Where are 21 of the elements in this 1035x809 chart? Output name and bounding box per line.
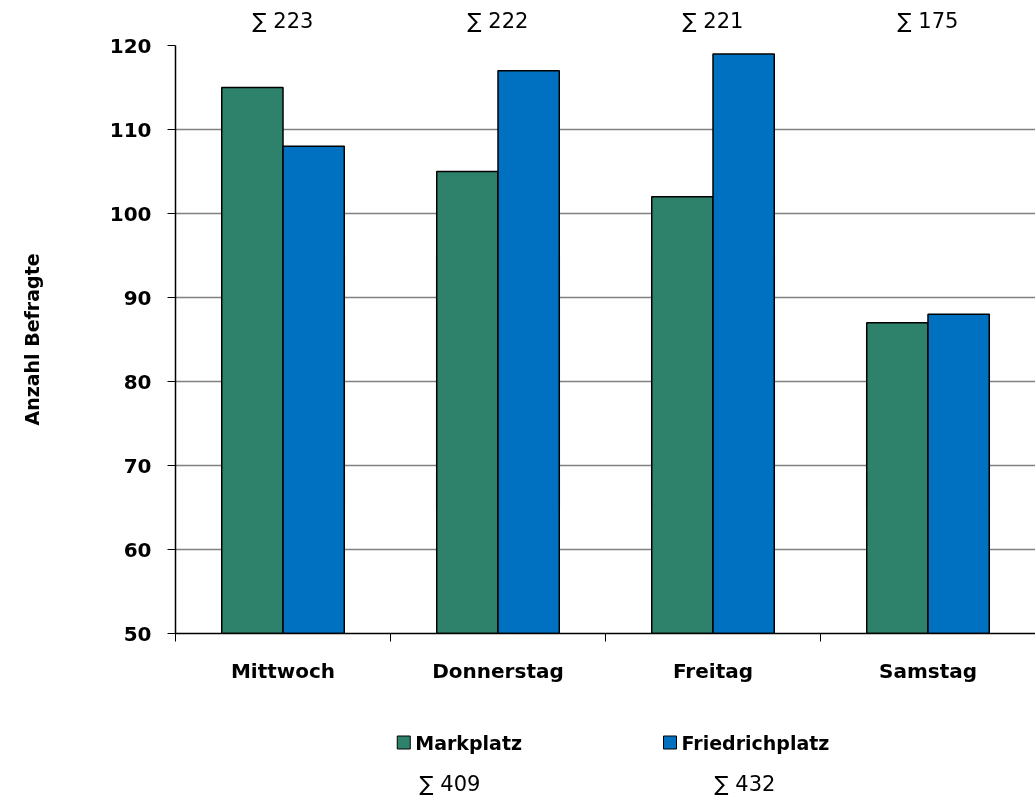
x-tick-label: Donnerstag	[432, 658, 564, 683]
x-tick-label: Mittwoch	[230, 658, 336, 683]
y-tick-label: 60	[123, 537, 152, 562]
y-tick-label: 100	[109, 201, 152, 226]
legend-label: Friedrichplatz	[681, 731, 830, 754]
text: ∑ 221	[682, 8, 744, 33]
y-tick-label: 120	[109, 33, 152, 58]
x-tick-label: Samstag	[878, 658, 978, 683]
legend-label: Markplatz	[415, 731, 523, 754]
y-axis-title: Anzahl Befragte	[20, 253, 43, 426]
y-tick-label: 80	[123, 369, 152, 394]
text: ∑ 409	[419, 771, 481, 796]
text: ∑ 432	[714, 771, 776, 796]
y-tick-label: 110	[109, 117, 152, 142]
x-tick-label: Freitag	[672, 658, 754, 683]
text: ∑ 223	[252, 8, 314, 33]
text: ∑ 175	[897, 8, 959, 33]
y-tick-label: 70	[123, 453, 152, 478]
y-tick-label: 90	[123, 285, 152, 310]
y-tick-label: 50	[123, 621, 152, 646]
text: ∑ 222	[467, 8, 529, 33]
